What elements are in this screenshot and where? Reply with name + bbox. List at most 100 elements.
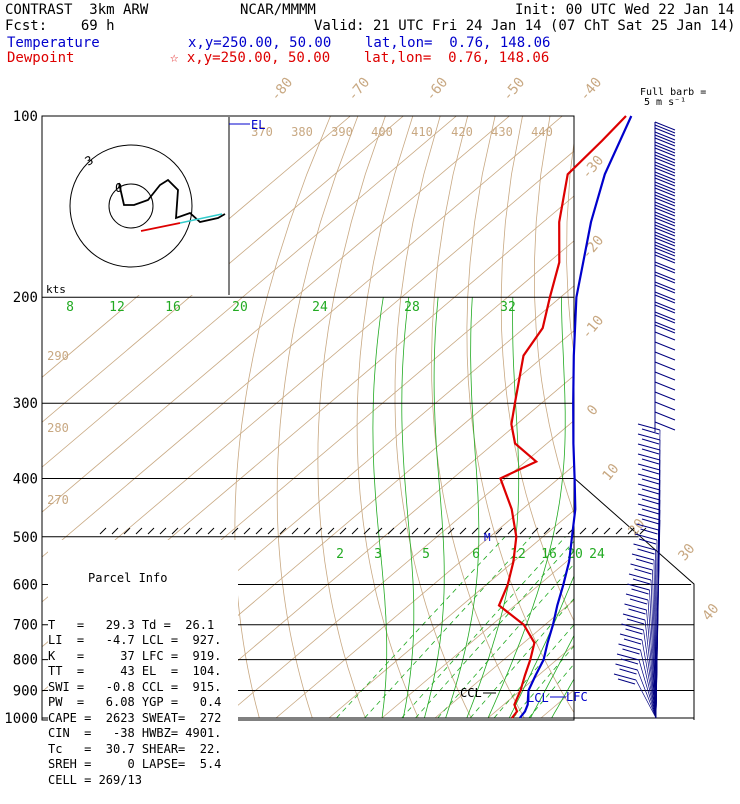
- level-hatch-mark: [304, 528, 310, 534]
- level-hatch-mark: [328, 528, 334, 534]
- moist-adiabat-line: [446, 297, 479, 718]
- wind-barb-flag: [642, 489, 659, 494]
- isotherm-label: -80: [268, 75, 297, 105]
- dry-adiabat-line: [467, 116, 577, 718]
- wind-barb-flag: [623, 649, 640, 654]
- pressure-label: 600: [13, 577, 38, 593]
- pressure-label: 400: [13, 471, 38, 487]
- mixing-ratio-label: 12: [109, 300, 125, 315]
- wind-barb-flag: [625, 604, 647, 610]
- level-hatch-mark: [112, 528, 118, 534]
- el-label: EL: [251, 118, 265, 132]
- theta-label: 430: [491, 125, 513, 139]
- mixing-ratio-label: 3: [374, 547, 382, 562]
- theta-label: 410: [411, 125, 433, 139]
- level-hatch-mark: [556, 528, 562, 534]
- mixing-ratio-label: 20: [232, 300, 248, 315]
- wind-barb-flag: [617, 654, 639, 660]
- parcel-info-row: PW = 6.08 YGP = 0.4: [48, 695, 238, 711]
- wind-barb-flag: [642, 479, 659, 484]
- moist-adiabat-line: [488, 297, 565, 718]
- level-hatch-mark: [580, 528, 586, 534]
- level-hatch-mark: [160, 528, 166, 534]
- isotherm-label: 20: [625, 516, 648, 539]
- level-hatch-mark: [472, 528, 478, 534]
- level-hatch-mark: [100, 528, 106, 534]
- theta-label: 380: [291, 125, 313, 139]
- wind-barb-flag: [620, 669, 637, 674]
- mixing-ratio-label: 16: [165, 300, 181, 315]
- isotherm-label: -10: [579, 313, 608, 343]
- temperature-profile: [520, 116, 632, 718]
- level-hatch-mark: [616, 528, 622, 534]
- wind-barb-flag: [638, 494, 660, 500]
- wind-barb-flag: [636, 559, 653, 564]
- level-hatch-mark: [124, 528, 130, 534]
- isotherm-label: -60: [423, 75, 452, 105]
- level-hatch-mark: [148, 528, 154, 534]
- parcel-info-row: T = 29.3 Td = 26.1: [48, 618, 238, 634]
- parcel-info-title: Parcel Info: [88, 571, 238, 587]
- isotherm-label: 40: [699, 601, 722, 624]
- mixing-ratio-label: 16: [541, 547, 557, 562]
- wind-barb-flag: [638, 514, 660, 520]
- parcel-info-row: CIN = -38 HWBZ= 4901.: [48, 726, 238, 742]
- wind-barb-flag: [633, 579, 650, 584]
- wind-barb-flag: [632, 589, 649, 594]
- wind-barb-flag: [618, 679, 635, 684]
- theta-label: 420: [451, 125, 473, 139]
- mixing-ratio-label: 24: [589, 547, 605, 562]
- level-hatch-mark: [592, 528, 598, 534]
- dry-adiabat-line: [318, 116, 386, 718]
- dry-adiabat-line: [598, 116, 740, 718]
- barb-header-line2: 5 m s⁻¹: [644, 97, 686, 108]
- mixing-ratio-label: 8: [66, 300, 74, 315]
- dry-adiabat-line: [629, 116, 740, 718]
- mixing-ratio-label: 28: [404, 300, 420, 315]
- mixing-ratio-label: 32: [500, 300, 516, 315]
- isotherm-line: [541, 116, 740, 718]
- hodograph-units-label: kts: [46, 283, 66, 296]
- wind-barb-flag: [619, 644, 641, 650]
- wind-barb-flag: [638, 424, 660, 430]
- wind-barb-flag: [655, 402, 675, 410]
- level-hatch-mark: [256, 528, 262, 534]
- wind-barb-flag: [655, 372, 675, 380]
- level-hatch-mark: [220, 528, 226, 534]
- lcl-label: LCL: [527, 691, 549, 705]
- pressure-label: 1000: [4, 711, 38, 727]
- wind-barb-flag: [642, 439, 659, 444]
- wind-barb-flag: [623, 614, 645, 620]
- parcel-info-row: CELL = 269/13: [48, 773, 238, 789]
- wind-barb-flag: [642, 429, 659, 434]
- isotherm-label: 10: [599, 461, 622, 484]
- level-hatch-mark: [412, 528, 418, 534]
- mixing-ratio-label: 5: [422, 547, 430, 562]
- dry-adiabat-line: [715, 116, 740, 718]
- wind-barb-flag: [655, 352, 675, 360]
- wind-barb-flag: [638, 504, 660, 510]
- wind-barb-flag: [638, 444, 660, 450]
- level-hatch-mark: [520, 528, 526, 534]
- wind-barb-flag: [626, 629, 643, 634]
- dry-adiabat-line: [534, 116, 683, 718]
- wind-barb-flag: [655, 382, 675, 390]
- moist-adiabat-line: [424, 297, 444, 718]
- mixing-ratio-label: 24: [312, 300, 328, 315]
- dry-adiabat-line: [501, 116, 630, 718]
- theta-label-low: 290: [47, 349, 69, 363]
- dry-adiabat-line: [277, 116, 358, 718]
- wind-barb-flag: [627, 619, 644, 624]
- dry-adiabat-line: [235, 116, 331, 718]
- wind-barb-flag: [655, 392, 675, 400]
- wind-barb-flag: [638, 434, 660, 440]
- wind-barb-flag: [632, 554, 654, 560]
- hodograph-background: [43, 117, 229, 295]
- level-hatch-mark: [424, 528, 430, 534]
- level-hatch-mark: [136, 528, 142, 534]
- dry-adiabat-line: [687, 116, 740, 718]
- wind-barb-flag: [631, 564, 653, 570]
- wind-barb-flag: [620, 634, 642, 640]
- level-hatch-mark: [388, 528, 394, 534]
